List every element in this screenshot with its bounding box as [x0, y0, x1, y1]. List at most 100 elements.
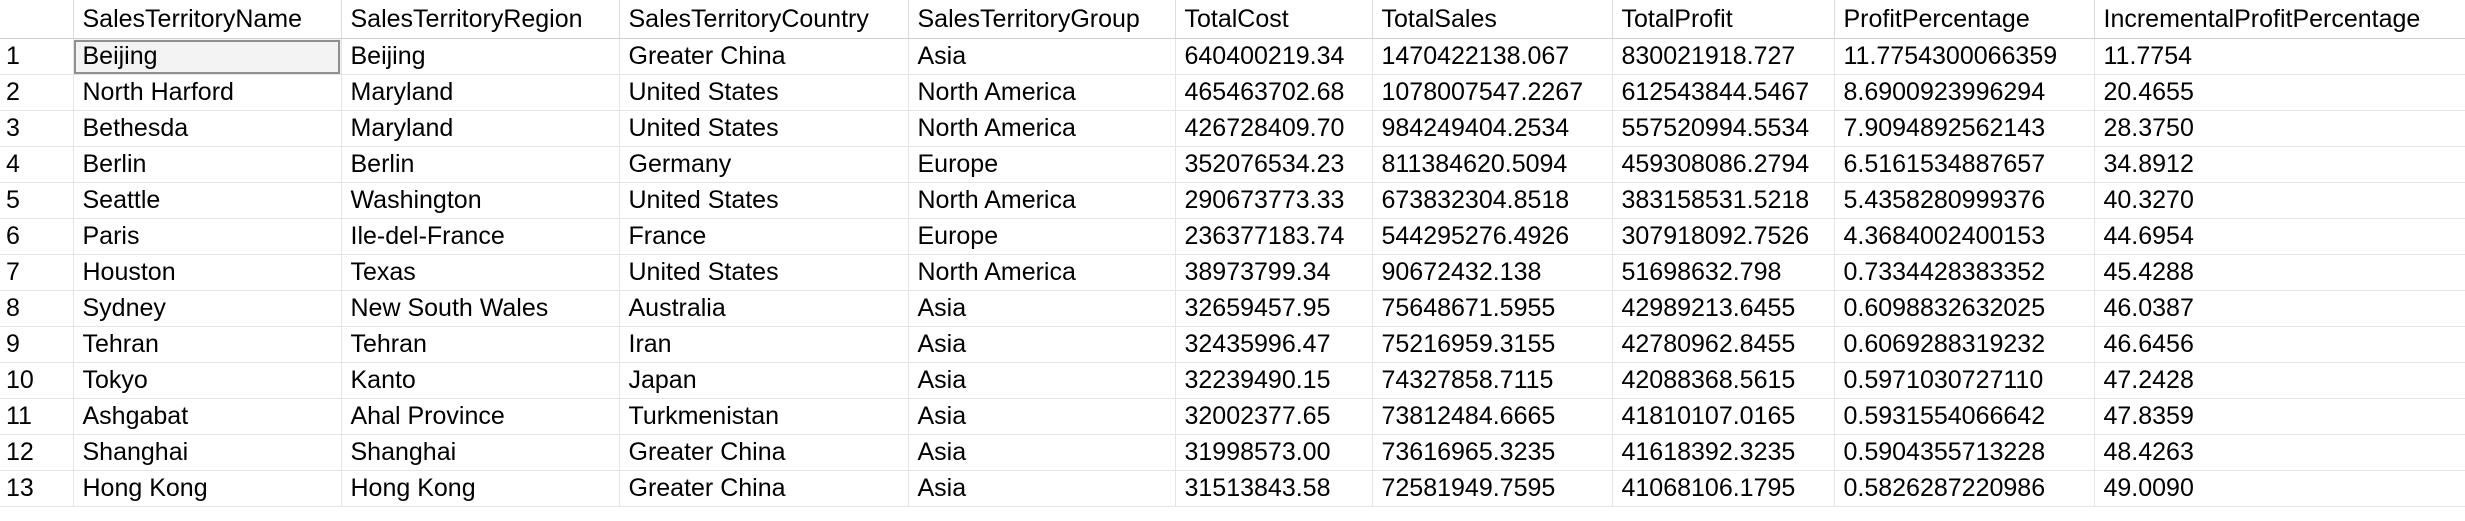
profit-percentage-cell[interactable]: 5.4358280999376	[1834, 182, 2095, 219]
table-row[interactable]: 8 Sydney New South Wales Australia Asia 32659…	[0, 290, 2465, 327]
sales-territory-region-cell[interactable]: Kanto	[341, 362, 620, 399]
sales-territory-country-cell[interactable]: Greater China	[619, 470, 909, 507]
profit-percentage-cell[interactable]: 0.5971030727110	[1834, 362, 2095, 399]
total-profit-cell[interactable]: 42088368.5615	[1612, 362, 1835, 399]
row-number-cell[interactable]: 7	[0, 254, 74, 291]
table-row[interactable]: 1 Beijing Beijing Greater China Asia 64040021…	[0, 38, 2465, 75]
sales-territory-country-cell[interactable]: Japan	[619, 362, 909, 399]
sales-territory-region-cell[interactable]: Ile-del-France	[341, 218, 620, 255]
total-cost-cell[interactable]: 640400219.34	[1175, 38, 1373, 75]
incremental-profit-percentage-cell[interactable]: 47.2428	[2094, 362, 2465, 399]
profit-percentage-cell[interactable]: 0.5826287220986	[1834, 470, 2095, 507]
sales-territory-name-cell[interactable]: Houston	[73, 254, 342, 291]
sales-territory-name-cell[interactable]: Hong Kong	[73, 470, 342, 507]
row-number-cell[interactable]: 1	[0, 38, 74, 75]
row-number-cell[interactable]: 5	[0, 182, 74, 219]
row-number-cell[interactable]: 9	[0, 326, 74, 363]
sales-territory-name-cell[interactable]: Seattle	[73, 182, 342, 219]
total-profit-cell[interactable]: 612543844.5467	[1612, 74, 1835, 111]
total-sales-cell[interactable]: 1078007547.2267	[1372, 74, 1613, 111]
sales-territory-country-cell[interactable]: France	[619, 218, 909, 255]
incremental-profit-percentage-cell[interactable]: 46.0387	[2094, 290, 2465, 327]
profit-percentage-cell[interactable]: 4.3684002400153	[1834, 218, 2095, 255]
sales-territory-country-cell[interactable]: United States	[619, 74, 909, 111]
row-number-cell[interactable]: 11	[0, 398, 74, 435]
sales-territory-region-cell[interactable]: Washington	[341, 182, 620, 219]
total-sales-cell[interactable]: 1470422138.067	[1372, 38, 1613, 75]
sales-territory-name-cell[interactable]: Sydney	[73, 290, 342, 327]
total-sales-cell[interactable]: 75648671.5955	[1372, 290, 1613, 327]
total-cost-cell[interactable]: 426728409.70	[1175, 110, 1373, 147]
row-header-corner[interactable]	[0, 0, 74, 39]
profit-percentage-cell[interactable]: 0.5904355713228	[1834, 434, 2095, 471]
total-profit-cell[interactable]: 51698632.798	[1612, 254, 1835, 291]
profit-percentage-cell[interactable]: 0.7334428383352	[1834, 254, 2095, 291]
sales-territory-name-cell[interactable]: Paris	[73, 218, 342, 255]
table-row[interactable]: 4 Berlin Berlin Germany Europe 352076534.23 81…	[0, 146, 2465, 183]
profit-percentage-cell[interactable]: 7.9094892562143	[1834, 110, 2095, 147]
profit-percentage-cell[interactable]: 0.6098832632025	[1834, 290, 2095, 327]
sales-territory-name-cell[interactable]: Ashgabat	[73, 398, 342, 435]
profit-percentage-cell[interactable]: 6.5161534887657	[1834, 146, 2095, 183]
total-sales-cell[interactable]: 73812484.6665	[1372, 398, 1613, 435]
total-sales-cell[interactable]: 544295276.4926	[1372, 218, 1613, 255]
sales-territory-group-cell[interactable]: North America	[908, 74, 1176, 111]
column-header-total-profit[interactable]: TotalProfit	[1612, 0, 1835, 39]
row-number-cell[interactable]: 6	[0, 218, 74, 255]
table-row[interactable]: 7 Houston Texas United States North America 3…	[0, 254, 2465, 291]
sales-territory-name-cell[interactable]: North Harford	[73, 74, 342, 111]
incremental-profit-percentage-cell[interactable]: 45.4288	[2094, 254, 2465, 291]
total-sales-cell[interactable]: 74327858.7115	[1372, 362, 1613, 399]
sales-territory-group-cell[interactable]: Asia	[908, 470, 1176, 507]
sales-territory-region-cell[interactable]: Berlin	[341, 146, 620, 183]
sales-territory-country-cell[interactable]: United States	[619, 182, 909, 219]
table-row[interactable]: 2 North Harford Maryland United States North…	[0, 74, 2465, 111]
total-sales-cell[interactable]: 984249404.2534	[1372, 110, 1613, 147]
profit-percentage-cell[interactable]: 0.5931554066642	[1834, 398, 2095, 435]
incremental-profit-percentage-cell[interactable]: 40.3270	[2094, 182, 2465, 219]
sales-territory-group-cell[interactable]: North America	[908, 110, 1176, 147]
total-profit-cell[interactable]: 459308086.2794	[1612, 146, 1835, 183]
total-cost-cell[interactable]: 236377183.74	[1175, 218, 1373, 255]
sales-territory-group-cell[interactable]: Asia	[908, 38, 1176, 75]
sales-territory-group-cell[interactable]: Europe	[908, 218, 1176, 255]
total-profit-cell[interactable]: 383158531.5218	[1612, 182, 1835, 219]
incremental-profit-percentage-cell[interactable]: 28.3750	[2094, 110, 2465, 147]
incremental-profit-percentage-cell[interactable]: 49.0090	[2094, 470, 2465, 507]
sales-territory-name-cell[interactable]: Tokyo	[73, 362, 342, 399]
total-sales-cell[interactable]: 73616965.3235	[1372, 434, 1613, 471]
sales-territory-country-cell[interactable]: Turkmenistan	[619, 398, 909, 435]
row-number-cell[interactable]: 2	[0, 74, 74, 111]
column-header-incremental-profit-percentage[interactable]: IncrementalProfitPercentage	[2094, 0, 2465, 39]
sales-territory-country-cell[interactable]: United States	[619, 110, 909, 147]
sales-territory-group-cell[interactable]: Asia	[908, 326, 1176, 363]
total-profit-cell[interactable]: 41068106.1795	[1612, 470, 1835, 507]
total-sales-cell[interactable]: 90672432.138	[1372, 254, 1613, 291]
table-row[interactable]: 10 Tokyo Kanto Japan Asia 32239490.15 74327858…	[0, 362, 2465, 399]
sales-territory-group-cell[interactable]: Asia	[908, 398, 1176, 435]
table-row[interactable]: 6 Paris Ile-del-France France Europe 23637718…	[0, 218, 2465, 255]
profit-percentage-cell[interactable]: 11.7754300066359	[1834, 38, 2095, 75]
sales-territory-group-cell[interactable]: Asia	[908, 290, 1176, 327]
row-number-cell[interactable]: 12	[0, 434, 74, 471]
sales-territory-region-cell[interactable]: Hong Kong	[341, 470, 620, 507]
incremental-profit-percentage-cell[interactable]: 47.8359	[2094, 398, 2465, 435]
sales-territory-region-cell[interactable]: Ahal Province	[341, 398, 620, 435]
sales-territory-region-cell[interactable]: New South Wales	[341, 290, 620, 327]
incremental-profit-percentage-cell[interactable]: 48.4263	[2094, 434, 2465, 471]
column-header-total-sales[interactable]: TotalSales	[1372, 0, 1613, 39]
sales-territory-country-cell[interactable]: Australia	[619, 290, 909, 327]
column-header-profit-percentage[interactable]: ProfitPercentage	[1834, 0, 2095, 39]
sales-territory-group-cell[interactable]: North America	[908, 254, 1176, 291]
sales-territory-region-cell[interactable]: Shanghai	[341, 434, 620, 471]
total-cost-cell[interactable]: 465463702.68	[1175, 74, 1373, 111]
profit-percentage-cell[interactable]: 0.6069288319232	[1834, 326, 2095, 363]
total-profit-cell[interactable]: 42780962.8455	[1612, 326, 1835, 363]
sales-territory-group-cell[interactable]: Asia	[908, 434, 1176, 471]
incremental-profit-percentage-cell[interactable]: 34.8912	[2094, 146, 2465, 183]
table-row[interactable]: 13 Hong Kong Hong Kong Greater China Asia 315…	[0, 470, 2465, 507]
sales-territory-group-cell[interactable]: Asia	[908, 362, 1176, 399]
total-sales-cell[interactable]: 811384620.5094	[1372, 146, 1613, 183]
row-number-cell[interactable]: 10	[0, 362, 74, 399]
